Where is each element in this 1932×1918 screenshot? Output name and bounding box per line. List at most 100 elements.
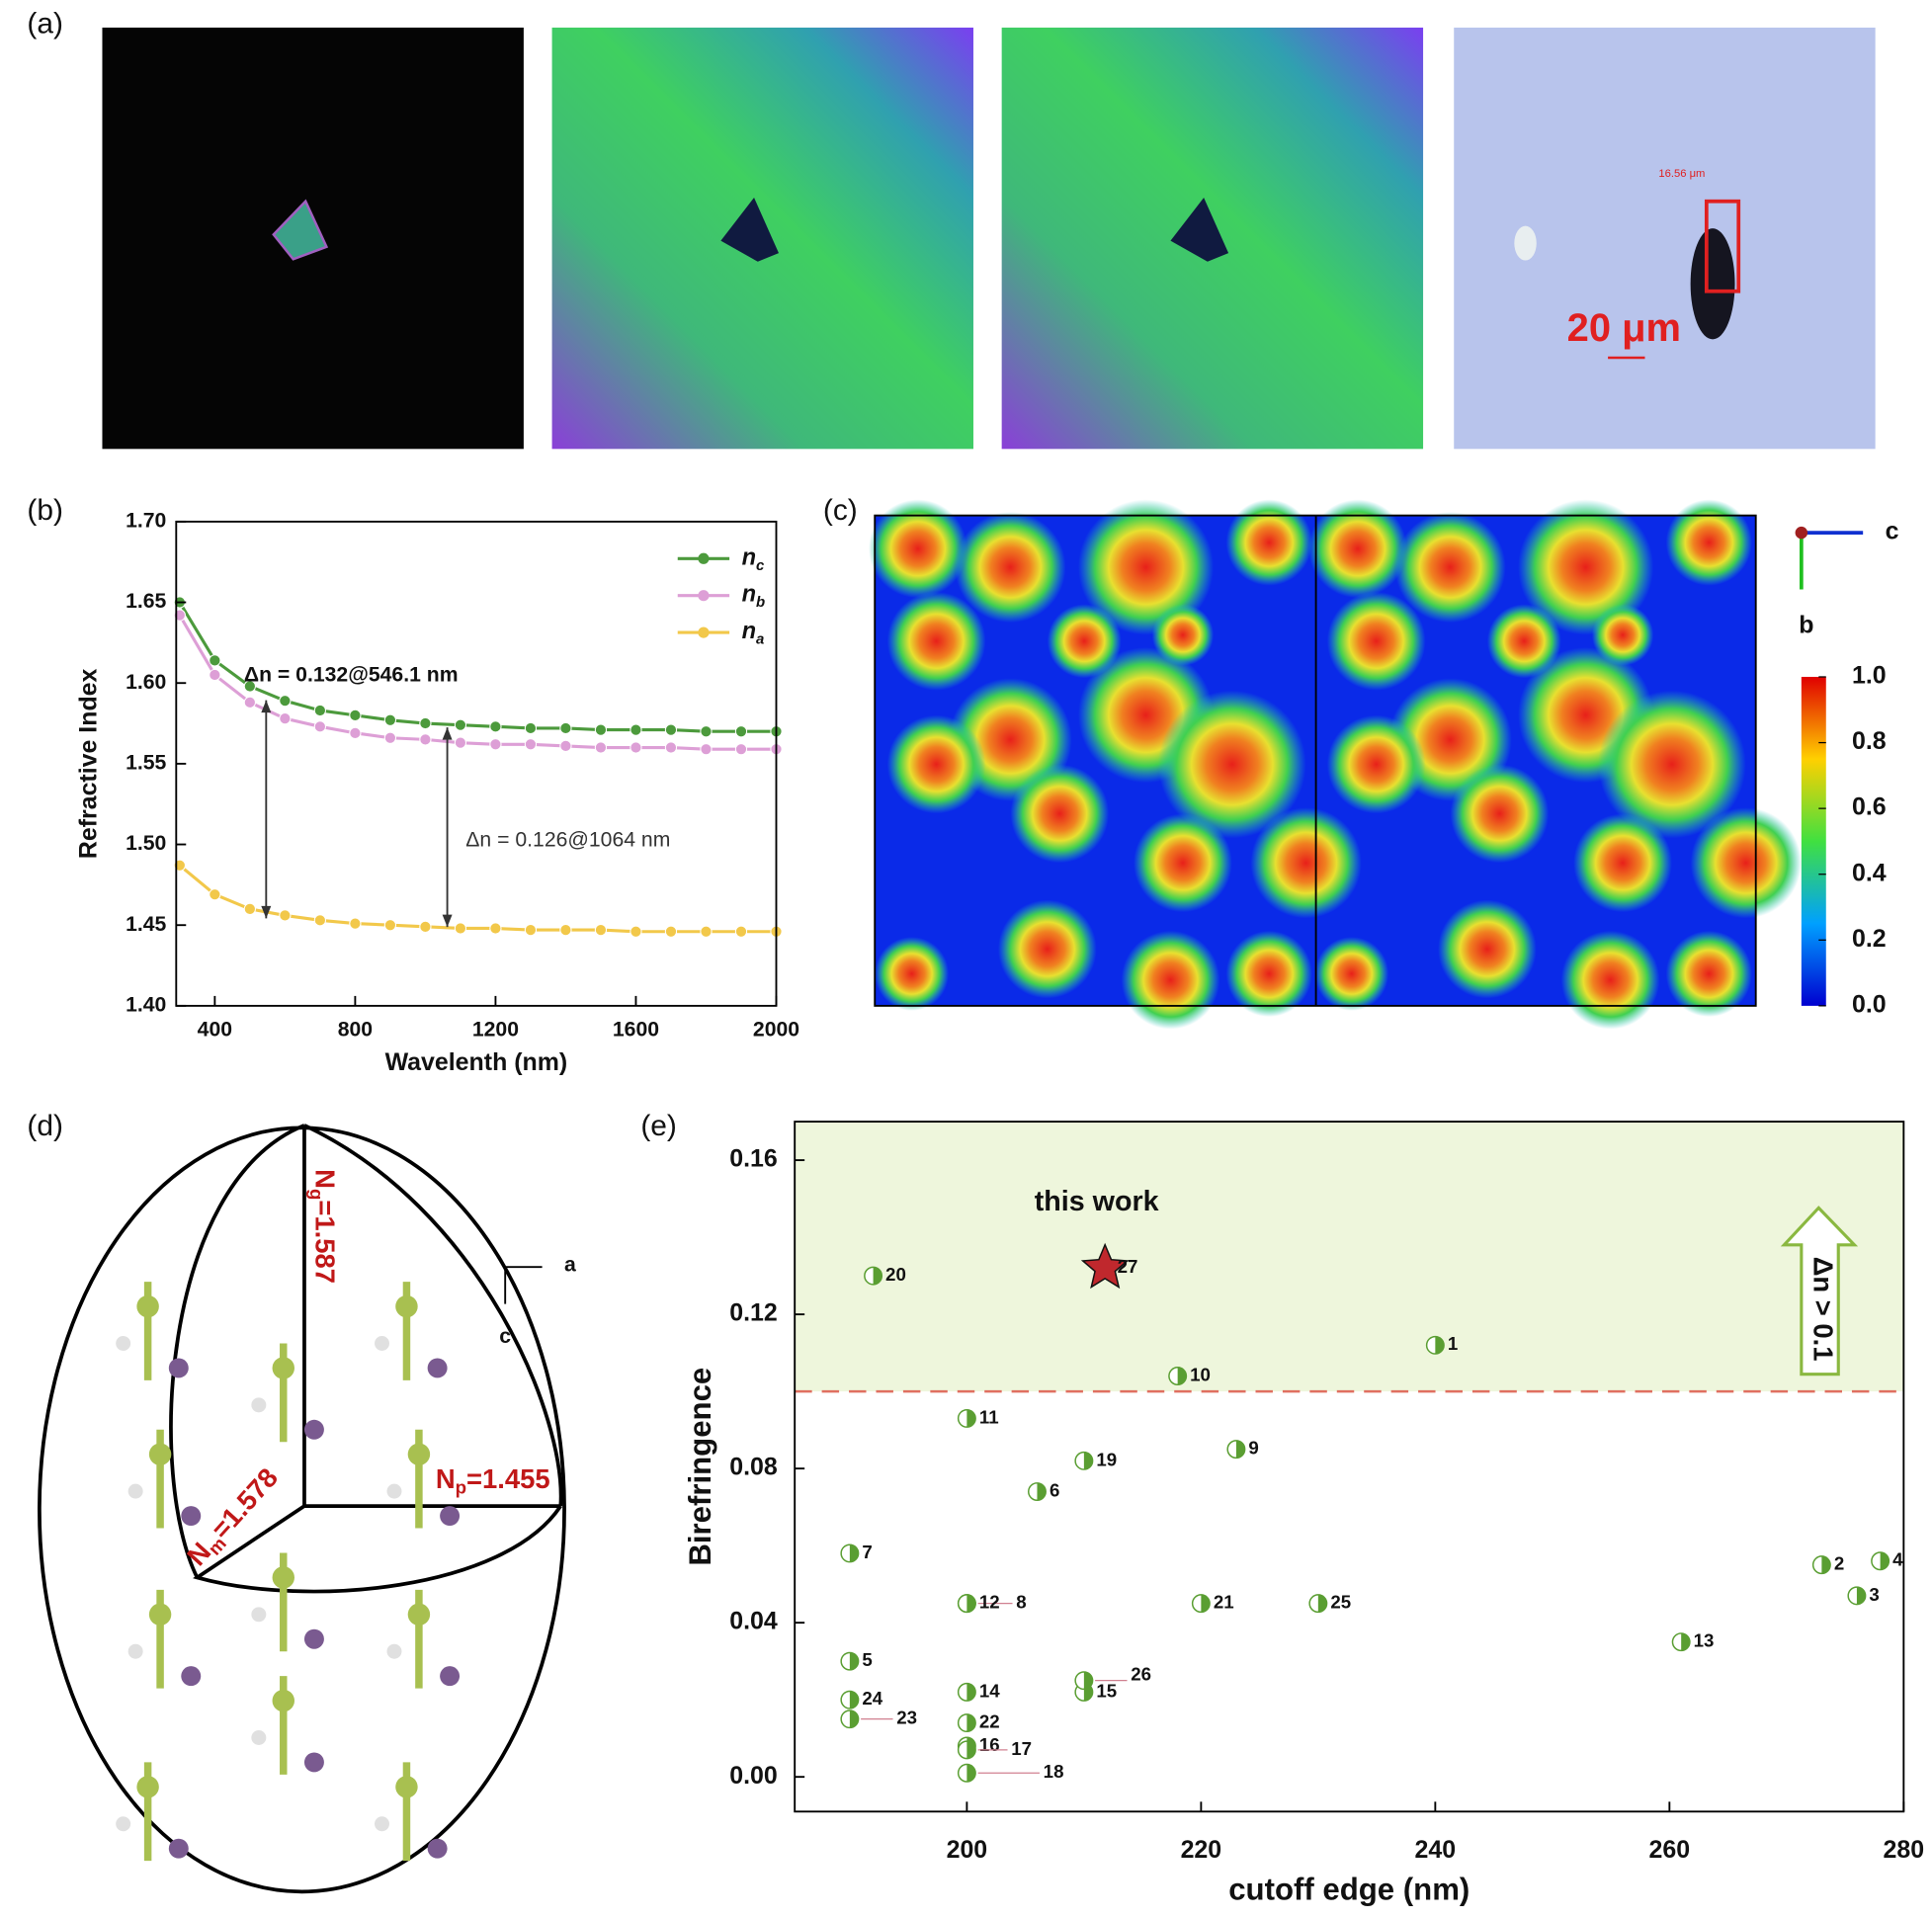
data-point-half [873, 1267, 882, 1285]
data-point-half [966, 1594, 976, 1613]
arrow-head [261, 905, 272, 919]
legend-label: nc [742, 545, 765, 574]
index-label: Ng=1.587 [306, 1169, 340, 1284]
data-point [454, 736, 467, 749]
star-point [1080, 1242, 1130, 1290]
data-point [700, 925, 713, 938]
threshold-region [795, 1122, 1904, 1392]
atom [303, 1628, 324, 1649]
arrow-head [442, 914, 453, 928]
data-label: 7 [862, 1542, 872, 1562]
data-point [419, 920, 432, 933]
density-blob [1326, 714, 1426, 814]
data-point [559, 739, 572, 753]
atom [386, 1643, 402, 1659]
data-label: 6 [1050, 1479, 1059, 1500]
crystal [1170, 197, 1229, 262]
legend-name: n [742, 582, 756, 608]
data-point-half [966, 1409, 976, 1428]
legend-name: n [742, 619, 756, 644]
atom [407, 1443, 431, 1465]
density-blob [886, 591, 986, 691]
density-blob [1121, 930, 1220, 1030]
data-point [419, 733, 432, 746]
data-point [630, 741, 642, 754]
data-label: 11 [979, 1406, 999, 1427]
data-point [524, 738, 538, 751]
annotation: Δn = 0.126@1064 nm [465, 828, 670, 851]
annotation: Δn > 0.1 [1808, 1257, 1839, 1362]
data-label: 16 [979, 1734, 1000, 1755]
axis-label: c [1886, 518, 1899, 545]
data-point [700, 725, 713, 738]
y-tick-label: 1.65 [126, 590, 166, 613]
index-value: =1.587 [309, 1200, 340, 1284]
atom [116, 1816, 131, 1832]
data-point [734, 743, 748, 756]
data-point [243, 680, 256, 693]
x-tick-label: 240 [1415, 1836, 1457, 1864]
data-point-half [966, 1713, 976, 1732]
data-label: 18 [1044, 1761, 1064, 1782]
x-tick-label: 260 [1649, 1836, 1691, 1864]
data-point-half [1821, 1555, 1831, 1574]
data-point [209, 888, 221, 901]
panel-label: (a) [27, 7, 63, 40]
y-tick-label: 1.60 [126, 671, 166, 694]
data-label: 14 [979, 1680, 1000, 1701]
atom [127, 1483, 143, 1499]
data-point [489, 720, 502, 733]
data-label: 20 [885, 1264, 906, 1285]
data-point-half [1235, 1440, 1245, 1459]
data-point [383, 713, 397, 726]
density-blob [1158, 690, 1306, 839]
density-blob [1225, 930, 1312, 1018]
data-point [209, 654, 221, 667]
atom [148, 1443, 172, 1465]
density-blob [1326, 591, 1426, 691]
data-point [594, 741, 608, 754]
colorbar-tick-label: 1.0 [1852, 662, 1887, 690]
density-blob [886, 714, 986, 814]
data-label: 10 [1190, 1364, 1211, 1384]
legend-label: na [742, 619, 765, 647]
data-point [279, 909, 292, 922]
index-symbol: N [436, 1463, 456, 1494]
y-tick-label: 1.45 [126, 913, 166, 936]
data-point [594, 924, 608, 937]
density-blob [1010, 764, 1110, 864]
data-point [630, 723, 642, 736]
arrow-head [442, 727, 453, 740]
index-ellipsoid: a c [38, 1124, 576, 1894]
atom [181, 1666, 202, 1687]
data-point [383, 731, 397, 744]
data-point [383, 919, 397, 932]
y-axis-label: Refractive Index [75, 668, 103, 859]
data-point-half [1201, 1594, 1211, 1613]
principal-axes [193, 1125, 562, 1594]
data-point [313, 720, 326, 733]
data-point-half [966, 1741, 976, 1759]
colorbar-tick-label: 0.6 [1852, 793, 1887, 821]
density-blob [1394, 511, 1506, 624]
x-tick-label: 2000 [753, 1018, 799, 1041]
data-label: 4 [1892, 1549, 1903, 1570]
panel-label: (c) [823, 494, 858, 527]
x-axis-label: cutoff edge (nm) [1228, 1873, 1470, 1907]
data-label: 21 [1214, 1592, 1234, 1613]
data-point [279, 712, 292, 725]
x-tick-label: 200 [947, 1836, 988, 1864]
data-label: 23 [896, 1708, 917, 1728]
data-point-half [1083, 1671, 1093, 1690]
data-point-half [1177, 1367, 1187, 1385]
legend-name: n [742, 545, 756, 571]
axis-label: c [499, 1325, 511, 1348]
atom [168, 1838, 189, 1859]
data-point [313, 704, 326, 717]
data-point-half [849, 1544, 859, 1562]
density-blob [1690, 807, 1802, 919]
annotation: this work [1035, 1186, 1159, 1217]
data-point [524, 924, 538, 937]
axis-origin [1795, 526, 1808, 540]
